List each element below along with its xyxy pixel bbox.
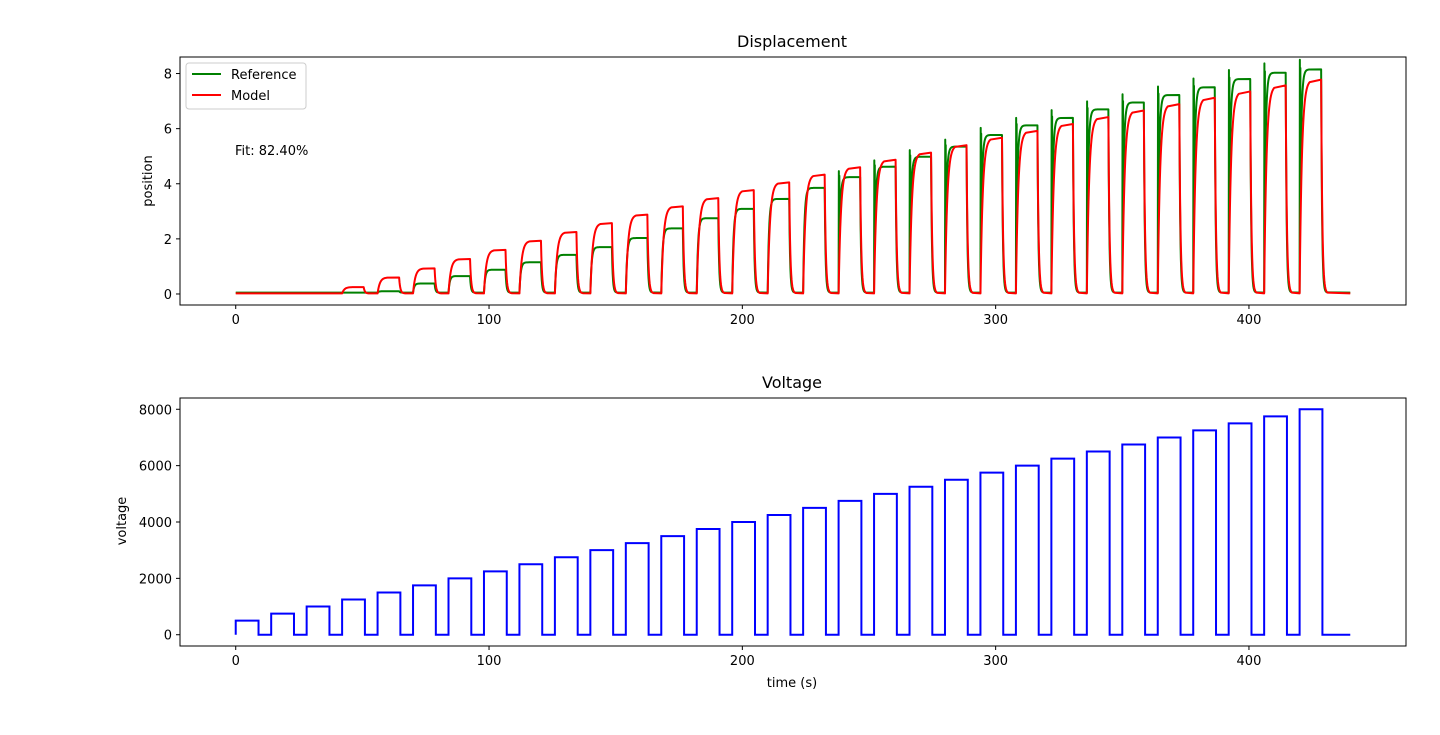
y-tick-label: 0 bbox=[164, 629, 172, 644]
y-tick-label: 4 bbox=[164, 178, 172, 193]
legend-model-label: Model bbox=[231, 89, 270, 104]
x-tick-label: 200 bbox=[730, 313, 755, 328]
displacement-subplot: Displacement position 0 100 200 300 400 0 2 4 6 8… bbox=[141, 32, 1407, 328]
voltage-subplot: Voltage voltage time (s) 0 100 200 300 40002… bbox=[115, 373, 1407, 691]
displacement-axes-frame bbox=[179, 56, 1407, 306]
y-tick-label: 2000 bbox=[139, 572, 172, 587]
y-tick-label: 4000 bbox=[139, 516, 172, 531]
y-tick-label: 2 bbox=[164, 233, 172, 248]
displacement-title: Displacement bbox=[737, 32, 847, 51]
x-tick-label: 300 bbox=[983, 654, 1008, 669]
model-series-line bbox=[235, 78, 1351, 295]
y-tick-label: 8000 bbox=[139, 403, 172, 418]
x-tick-label: 0 bbox=[232, 654, 240, 669]
x-tick-label: 100 bbox=[477, 313, 502, 328]
reference-series-line bbox=[235, 58, 1351, 294]
legend: Reference Model bbox=[185, 62, 307, 110]
fit-annotation: Fit: 82.40% bbox=[235, 144, 308, 159]
voltage-axes-frame bbox=[179, 397, 1407, 647]
voltage-series-line bbox=[234, 408, 1351, 636]
x-tick-label: 200 bbox=[730, 654, 755, 669]
displacement-ticks: 0 100 200 300 400 0 2 4 6 8 bbox=[164, 68, 1262, 328]
voltage-title: Voltage bbox=[762, 373, 822, 392]
voltage-ylabel: voltage bbox=[115, 497, 130, 546]
x-tick-label: 400 bbox=[1237, 654, 1262, 669]
x-tick-label: 400 bbox=[1237, 313, 1262, 328]
y-tick-label: 6000 bbox=[139, 460, 172, 475]
voltage-xlabel: time (s) bbox=[767, 676, 817, 691]
x-tick-label: 0 bbox=[232, 313, 240, 328]
x-tick-label: 100 bbox=[477, 654, 502, 669]
voltage-plot-area bbox=[234, 408, 1351, 636]
y-tick-label: 6 bbox=[164, 123, 172, 138]
legend-reference-label: Reference bbox=[231, 68, 296, 83]
displacement-plot-area bbox=[235, 58, 1351, 295]
y-tick-label: 0 bbox=[164, 288, 172, 303]
y-tick-label: 8 bbox=[164, 68, 172, 83]
displacement-ylabel: position bbox=[141, 155, 156, 207]
x-tick-label: 300 bbox=[983, 313, 1008, 328]
